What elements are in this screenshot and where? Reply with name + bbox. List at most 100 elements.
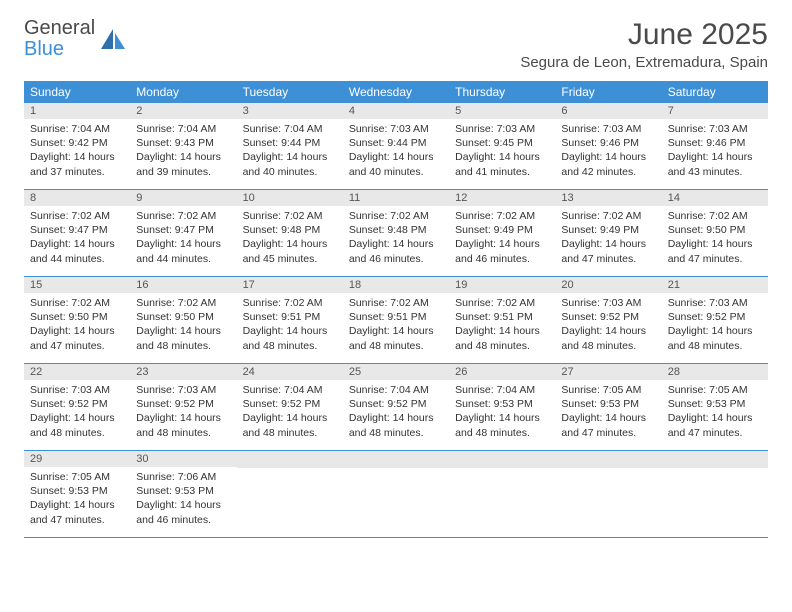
day-body: Sunrise: 7:02 AMSunset: 9:51 PMDaylight:… [449, 293, 555, 356]
calendar-cell: 18Sunrise: 7:02 AMSunset: 9:51 PMDayligh… [343, 277, 449, 363]
calendar-cell: 3Sunrise: 7:04 AMSunset: 9:44 PMDaylight… [237, 103, 343, 189]
sunrise-text: Sunrise: 7:02 AM [455, 209, 549, 223]
day-body: Sunrise: 7:02 AMSunset: 9:48 PMDaylight:… [343, 206, 449, 269]
daylight-text: Daylight: 14 hours and 40 minutes. [349, 150, 443, 178]
day-body: Sunrise: 7:04 AMSunset: 9:52 PMDaylight:… [237, 380, 343, 443]
sunrise-text: Sunrise: 7:03 AM [561, 122, 655, 136]
sunset-text: Sunset: 9:53 PM [561, 397, 655, 411]
daylight-text: Daylight: 14 hours and 46 minutes. [349, 237, 443, 265]
calendar-cell [662, 451, 768, 537]
sunset-text: Sunset: 9:53 PM [668, 397, 762, 411]
sunset-text: Sunset: 9:53 PM [136, 484, 230, 498]
day-number: 6 [555, 103, 661, 119]
calendar-cell: 21Sunrise: 7:03 AMSunset: 9:52 PMDayligh… [662, 277, 768, 363]
sunset-text: Sunset: 9:42 PM [30, 136, 124, 150]
calendar-cell: 17Sunrise: 7:02 AMSunset: 9:51 PMDayligh… [237, 277, 343, 363]
calendar-cell: 16Sunrise: 7:02 AMSunset: 9:50 PMDayligh… [130, 277, 236, 363]
daylight-text: Daylight: 14 hours and 48 minutes. [243, 324, 337, 352]
daylight-text: Daylight: 14 hours and 48 minutes. [561, 324, 655, 352]
day-number: 1 [24, 103, 130, 119]
daylight-text: Daylight: 14 hours and 39 minutes. [136, 150, 230, 178]
sunrise-text: Sunrise: 7:03 AM [455, 122, 549, 136]
daylight-text: Daylight: 14 hours and 48 minutes. [455, 411, 549, 439]
calendar-cell: 19Sunrise: 7:02 AMSunset: 9:51 PMDayligh… [449, 277, 555, 363]
week-row: 8Sunrise: 7:02 AMSunset: 9:47 PMDaylight… [24, 190, 768, 277]
day-number: 25 [343, 364, 449, 380]
sunrise-text: Sunrise: 7:04 AM [243, 122, 337, 136]
sunset-text: Sunset: 9:44 PM [243, 136, 337, 150]
sunset-text: Sunset: 9:53 PM [30, 484, 124, 498]
month-title: June 2025 [520, 18, 768, 52]
logo-text: General Blue [24, 18, 95, 60]
sunrise-text: Sunrise: 7:03 AM [668, 122, 762, 136]
sunrise-text: Sunrise: 7:04 AM [243, 383, 337, 397]
calendar-cell: 5Sunrise: 7:03 AMSunset: 9:45 PMDaylight… [449, 103, 555, 189]
day-number: 5 [449, 103, 555, 119]
sunrise-text: Sunrise: 7:05 AM [30, 470, 124, 484]
day-header-tue: Tuesday [237, 81, 343, 103]
day-body: Sunrise: 7:02 AMSunset: 9:49 PMDaylight:… [555, 206, 661, 269]
day-body: Sunrise: 7:04 AMSunset: 9:52 PMDaylight:… [343, 380, 449, 443]
title-block: June 2025 Segura de Leon, Extremadura, S… [520, 18, 768, 71]
day-body [343, 468, 449, 474]
day-header-fri: Friday [555, 81, 661, 103]
day-number: 15 [24, 277, 130, 293]
daylight-text: Daylight: 14 hours and 47 minutes. [561, 411, 655, 439]
sunrise-text: Sunrise: 7:02 AM [136, 296, 230, 310]
sunset-text: Sunset: 9:51 PM [243, 310, 337, 324]
calendar-cell: 27Sunrise: 7:05 AMSunset: 9:53 PMDayligh… [555, 364, 661, 450]
day-number: 28 [662, 364, 768, 380]
calendar-cell: 24Sunrise: 7:04 AMSunset: 9:52 PMDayligh… [237, 364, 343, 450]
sunset-text: Sunset: 9:52 PM [30, 397, 124, 411]
day-number: 21 [662, 277, 768, 293]
day-body: Sunrise: 7:03 AMSunset: 9:52 PMDaylight:… [130, 380, 236, 443]
daylight-text: Daylight: 14 hours and 48 minutes. [30, 411, 124, 439]
calendar-cell: 2Sunrise: 7:04 AMSunset: 9:43 PMDaylight… [130, 103, 236, 189]
day-number [343, 451, 449, 468]
day-body: Sunrise: 7:05 AMSunset: 9:53 PMDaylight:… [662, 380, 768, 443]
calendar-cell: 11Sunrise: 7:02 AMSunset: 9:48 PMDayligh… [343, 190, 449, 276]
day-header-thu: Thursday [449, 81, 555, 103]
day-body: Sunrise: 7:04 AMSunset: 9:43 PMDaylight:… [130, 119, 236, 182]
day-number: 24 [237, 364, 343, 380]
sunrise-text: Sunrise: 7:03 AM [30, 383, 124, 397]
sunrise-text: Sunrise: 7:03 AM [668, 296, 762, 310]
location: Segura de Leon, Extremadura, Spain [520, 54, 768, 71]
weeks-container: 1 Sunrise: 7:04 AM Sunset: 9:42 PM Daylight… [24, 103, 768, 538]
daylight-text: Daylight: 14 hours and 44 minutes. [30, 237, 124, 265]
day-body [237, 468, 343, 474]
sunrise-text: Sunrise: 7:02 AM [30, 209, 124, 223]
daylight-text: Daylight: 14 hours and 47 minutes. [561, 237, 655, 265]
day-body [449, 468, 555, 474]
day-headers-row: Sunday Monday Tuesday Wednesday Thursday… [24, 81, 768, 103]
sunset-text: Sunset: 9:49 PM [561, 223, 655, 237]
sunset-text: Sunset: 9:52 PM [561, 310, 655, 324]
sunrise-text: Sunrise: 7:03 AM [349, 122, 443, 136]
day-number [555, 451, 661, 468]
daylight-text: Daylight: 14 hours and 46 minutes. [136, 498, 230, 526]
day-number: 30 [130, 451, 236, 467]
daylight-text: Daylight: 14 hours and 43 minutes. [668, 150, 762, 178]
day-number: 27 [555, 364, 661, 380]
sunrise-text: Sunrise: 7:04 AM [455, 383, 549, 397]
day-body: Sunrise: 7:03 AMSunset: 9:44 PMDaylight:… [343, 119, 449, 182]
day-body: Sunrise: 7:02 AMSunset: 9:49 PMDaylight:… [449, 206, 555, 269]
sunrise-text: Sunrise: 7:02 AM [561, 209, 655, 223]
day-body: Sunrise: 7:02 AMSunset: 9:50 PMDaylight:… [24, 293, 130, 356]
calendar-cell: 4Sunrise: 7:03 AMSunset: 9:44 PMDaylight… [343, 103, 449, 189]
sunrise-text: Sunrise: 7:05 AM [668, 383, 762, 397]
week-row: 1 Sunrise: 7:04 AM Sunset: 9:42 PM Daylight… [24, 103, 768, 190]
daylight-text: Daylight: 14 hours and 47 minutes. [668, 411, 762, 439]
sunrise-text: Sunrise: 7:02 AM [136, 209, 230, 223]
sunrise-text: Sunrise: 7:05 AM [561, 383, 655, 397]
calendar-cell [343, 451, 449, 537]
day-body: Sunrise: 7:05 AMSunset: 9:53 PMDaylight:… [555, 380, 661, 443]
logo: General Blue [24, 18, 127, 60]
daylight-text: Daylight: 14 hours and 48 minutes. [455, 324, 549, 352]
calendar-cell: 22Sunrise: 7:03 AMSunset: 9:52 PMDayligh… [24, 364, 130, 450]
daylight-text: Daylight: 14 hours and 47 minutes. [668, 237, 762, 265]
sunset-text: Sunset: 9:52 PM [349, 397, 443, 411]
day-body: Sunrise: 7:02 AMSunset: 9:50 PMDaylight:… [130, 293, 236, 356]
calendar-cell: 29Sunrise: 7:05 AMSunset: 9:53 PMDayligh… [24, 451, 130, 537]
day-number: 10 [237, 190, 343, 206]
